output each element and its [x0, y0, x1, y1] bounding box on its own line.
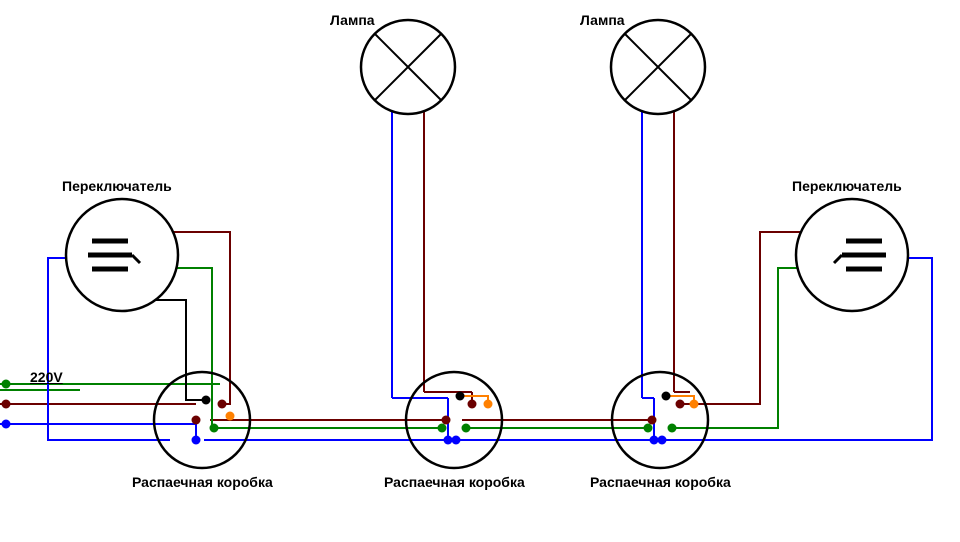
wiring-diagram	[0, 0, 960, 542]
switch1-label: Переключатель	[62, 178, 172, 194]
lamp1-label: Лампа	[330, 12, 375, 28]
jbox2-label: Распаечная коробка	[384, 474, 525, 490]
lamp2-label: Лампа	[580, 12, 625, 28]
jbox1-label: Распаечная коробка	[132, 474, 273, 490]
switch2-label: Переключатель	[792, 178, 902, 194]
jbox3-label: Распаечная коробка	[590, 474, 731, 490]
voltage-label: 220V	[30, 369, 63, 385]
